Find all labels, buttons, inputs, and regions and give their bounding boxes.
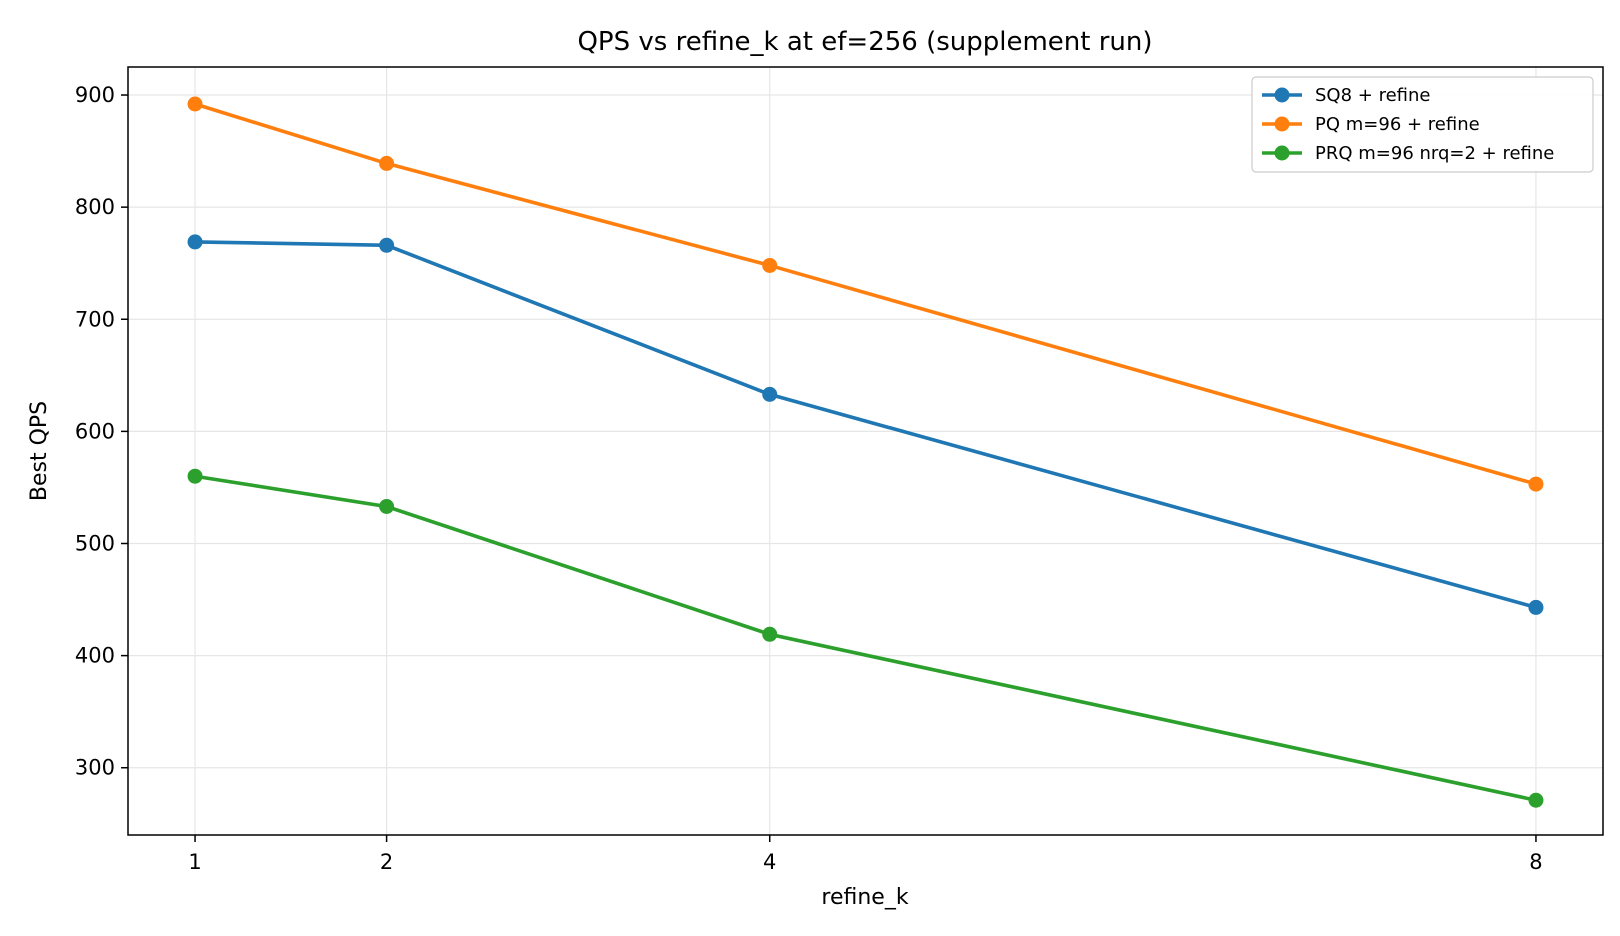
data-point: [1528, 792, 1544, 808]
series-3: [187, 468, 1544, 808]
axis-layer: 1 2 4 8 300 400 500 600 700 800 900: [75, 83, 1543, 874]
x-tick-label: 1: [188, 850, 201, 874]
series-line: [193, 240, 1538, 610]
legend-box: [1251, 76, 1594, 173]
data-point: [762, 257, 778, 273]
plot-frame: [127, 66, 1604, 836]
y-tick-label: 900: [75, 83, 115, 107]
legend-marker: [1274, 87, 1290, 103]
legend-label: PRQ m=96 nrq=2 + refine: [1315, 143, 1554, 164]
y-tick-label: 800: [75, 195, 115, 219]
data-point: [379, 155, 395, 171]
data-point: [379, 237, 395, 253]
legend: SQ8 + refine PQ m=96 + refine PRQ m=96 nrq…: [1251, 76, 1594, 173]
y-axis-label: Best QPS: [27, 401, 52, 501]
data-point: [1528, 599, 1544, 615]
x-axis-label: refine_k: [821, 885, 908, 910]
data-point: [762, 386, 778, 402]
data-point: [762, 626, 778, 642]
series-1: [187, 234, 1544, 615]
legend-marker: [1274, 116, 1290, 132]
x-tick-label: 4: [763, 850, 776, 874]
data-point: [187, 468, 203, 484]
series-line: [193, 474, 1538, 803]
data-point: [187, 96, 203, 112]
y-tick-label: 600: [75, 419, 115, 443]
series-line: [193, 102, 1538, 486]
legend-entry: PRQ m=96 nrq=2 + refine: [1262, 143, 1554, 164]
data-point: [379, 498, 395, 514]
series-2: [187, 96, 1544, 492]
data-point: [187, 234, 203, 250]
y-tick-label: 300: [75, 756, 115, 780]
x-tick-label: 2: [380, 850, 393, 874]
legend-entry: PQ m=96 + refine: [1262, 114, 1480, 135]
chart-title: QPS vs refine_k at ef=256 (supplement ru…: [577, 27, 1152, 57]
legend-marker: [1274, 145, 1290, 161]
x-tick-label: 8: [1529, 850, 1542, 874]
legend-label: SQ8 + refine: [1315, 85, 1430, 106]
y-tick-label: 700: [75, 307, 115, 331]
series-layer: [187, 96, 1544, 808]
data-point: [1528, 476, 1544, 492]
y-tick-label: 400: [75, 644, 115, 668]
y-tick-label: 500: [75, 531, 115, 555]
grid-layer: [128, 67, 1603, 835]
legend-label: PQ m=96 + refine: [1315, 114, 1480, 135]
legend-entry: SQ8 + refine: [1262, 85, 1430, 106]
